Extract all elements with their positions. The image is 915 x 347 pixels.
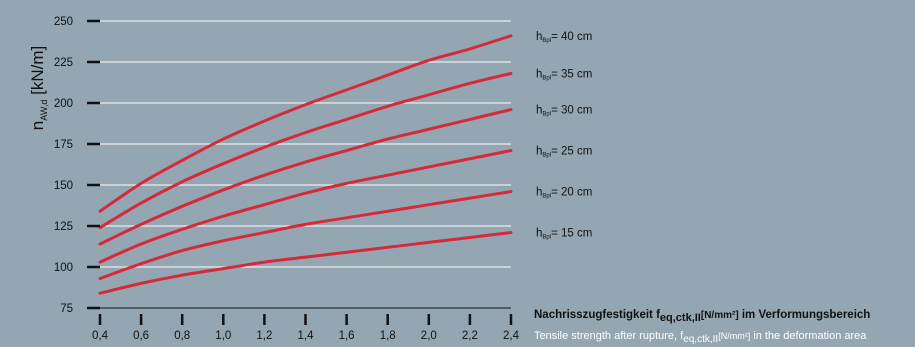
x-axis-label-de-text: Nachrisszugfestigkeit f — [534, 309, 660, 321]
x-axis-label-de-sub: eq,ctk,II — [660, 312, 701, 324]
x-tick-label: 2,2 — [462, 330, 478, 342]
y-tick-label: 75 — [60, 303, 73, 315]
y-tick-label: 175 — [54, 139, 73, 151]
x-axis-label-de-tail: im Verformungsbereich — [739, 309, 871, 321]
y-axis-label: nAW,d [kN/m] — [28, 46, 49, 131]
axes: 75 100 125 150 175 200 225 250 0,4 0,6 0,8 1,0 1,2 1,… — [54, 16, 520, 342]
series-label: hBpl= 20 cm — [536, 187, 592, 200]
grid-lines — [100, 20, 511, 268]
series-line — [98, 71, 513, 230]
y-axis-label-unit: [kN/m] — [28, 46, 47, 100]
series-label: hBpl= 15 cm — [536, 228, 592, 241]
x-axis-label-en: Tensile strength after rupture, feq,ctk,… — [534, 330, 867, 345]
series-label: hBpl= 35 cm — [536, 68, 592, 81]
x-axis-label-en-sub: eq,ctk,II — [683, 334, 718, 345]
series-line — [98, 108, 513, 246]
x-tick-label: 1,2 — [256, 330, 272, 342]
y-tick-label: 250 — [54, 16, 73, 28]
x-tick-label: 0,6 — [133, 330, 149, 342]
x-tick-label: 1,6 — [339, 330, 355, 342]
series-lines — [98, 34, 513, 295]
series-label: hBpl= 25 cm — [536, 146, 592, 159]
x-axis-label-en-tail: in the deformation area — [750, 330, 867, 342]
x-axis-label-de-unit: [N/mm²] — [701, 310, 739, 321]
x-tick-label: 1,0 — [215, 330, 231, 342]
y-tick-label: 150 — [54, 180, 73, 192]
x-tick-label: 2,4 — [503, 330, 520, 342]
x-tick-label: 1,8 — [380, 330, 396, 342]
y-tick-label: 200 — [54, 98, 73, 110]
x-axis-label-de: Nachrisszugfestigkeit feq,ctk,II[N/mm²] … — [534, 309, 870, 324]
x-axis-label-en-unit: [N/mm²] — [718, 331, 750, 341]
series-label: hBpl= 30 cm — [536, 105, 592, 118]
series-line — [98, 231, 513, 295]
series-line — [98, 190, 513, 280]
series-line — [98, 149, 513, 264]
x-tick-label: 0,8 — [174, 330, 190, 342]
y-tick-label: 225 — [54, 57, 73, 69]
x-tick-label: 0,4 — [92, 330, 109, 342]
x-tick-label: 1,4 — [298, 330, 315, 342]
y-tick-label: 125 — [54, 221, 73, 233]
y-axis-label-sub: AW,d — [39, 100, 49, 121]
series-line — [98, 34, 513, 213]
x-tick-label: 2,0 — [421, 330, 437, 342]
y-axis-label-main: n — [28, 121, 47, 130]
y-tick-label: 100 — [54, 262, 73, 274]
x-axis-label-en-text: Tensile strength after rupture, f — [534, 330, 684, 342]
series-label: hBpl= 40 cm — [536, 31, 592, 44]
series-labels: hBpl= 40 cm hBpl= 35 cm hBpl= 30 cm hBpl= 2… — [536, 31, 592, 241]
